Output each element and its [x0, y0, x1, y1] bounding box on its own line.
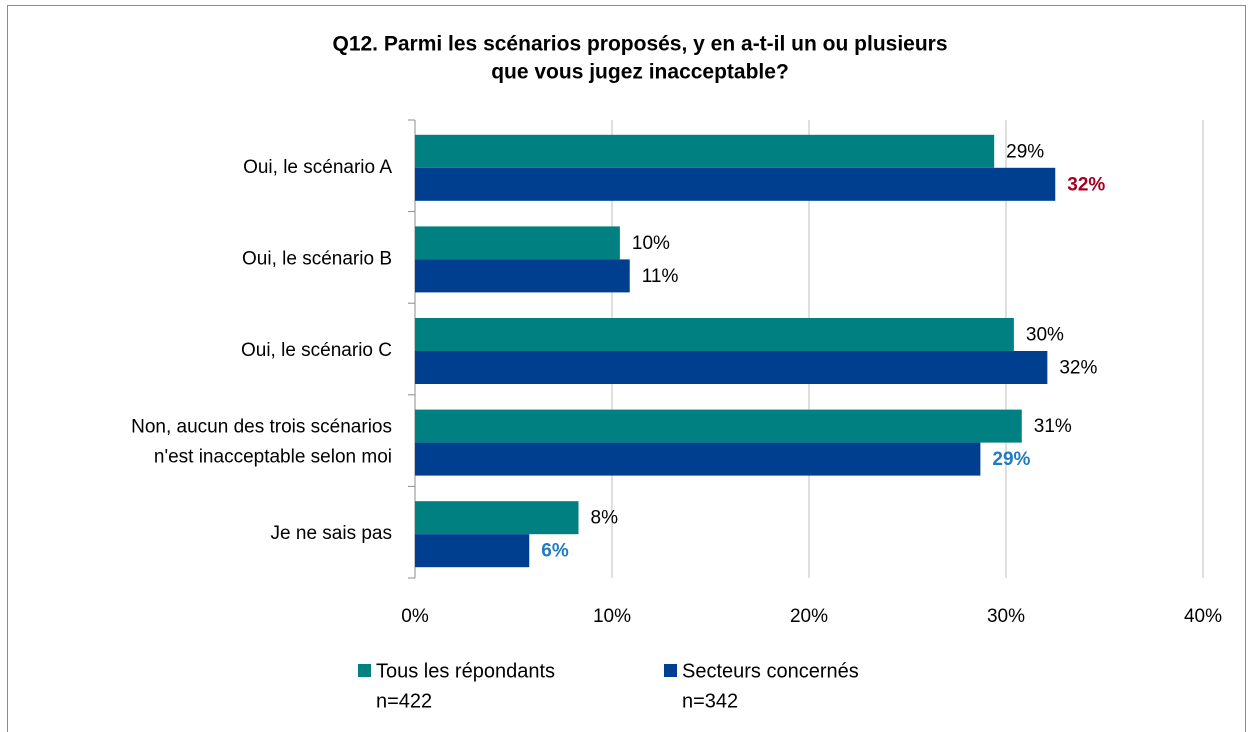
- chart-title: Q12. Parmi les scénarios proposés, y en …: [332, 33, 947, 56]
- x-tick-label: 10%: [593, 606, 631, 627]
- data-label: 30%: [1026, 325, 1064, 346]
- legend-swatch: [664, 664, 677, 677]
- bar: [415, 259, 630, 293]
- bar: [415, 442, 981, 476]
- y-tick-label: n'est inacceptable selon moi: [154, 447, 392, 468]
- data-label: 8%: [591, 508, 619, 529]
- x-tick-label: 20%: [790, 606, 828, 627]
- y-tick-label: Je ne sais pas: [271, 523, 392, 544]
- bar: [415, 534, 530, 568]
- x-tick-label: 30%: [987, 606, 1025, 627]
- bar: [415, 134, 995, 168]
- y-tick-label: Oui, le scénario C: [241, 340, 392, 361]
- x-tick-label: 40%: [1184, 606, 1222, 627]
- data-label: 11%: [642, 266, 679, 287]
- bar: [415, 318, 1014, 351]
- data-label: 10%: [632, 233, 670, 254]
- bar: [415, 409, 1022, 443]
- data-label: 32%: [1059, 358, 1097, 379]
- legend-label: n=422: [376, 690, 432, 712]
- bar: [415, 167, 1056, 201]
- chart-title: que vous jugez inacceptable?: [491, 61, 789, 84]
- bar: [415, 501, 579, 535]
- bar: [415, 351, 1048, 384]
- data-label: 32%: [1067, 174, 1105, 195]
- data-label: 29%: [1006, 141, 1044, 162]
- y-tick-label: Oui, le scénario B: [242, 248, 392, 269]
- data-label: 29%: [992, 449, 1030, 470]
- x-tick-label: 0%: [401, 606, 429, 627]
- legend-label: Secteurs concernés: [682, 660, 859, 682]
- bar: [415, 226, 620, 260]
- data-label: 6%: [541, 541, 569, 562]
- y-tick-label: Non, aucun des trois scénarios: [131, 417, 392, 438]
- legend-label: n=342: [682, 690, 738, 712]
- legend-swatch: [358, 664, 371, 677]
- legend-label: Tous les répondants: [376, 660, 555, 682]
- data-label: 31%: [1034, 416, 1072, 437]
- y-tick-label: Oui, le scénario A: [243, 157, 392, 178]
